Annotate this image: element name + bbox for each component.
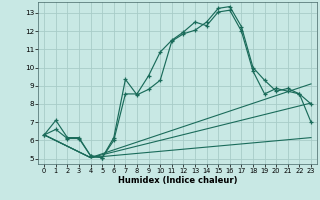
X-axis label: Humidex (Indice chaleur): Humidex (Indice chaleur) [118, 176, 237, 185]
